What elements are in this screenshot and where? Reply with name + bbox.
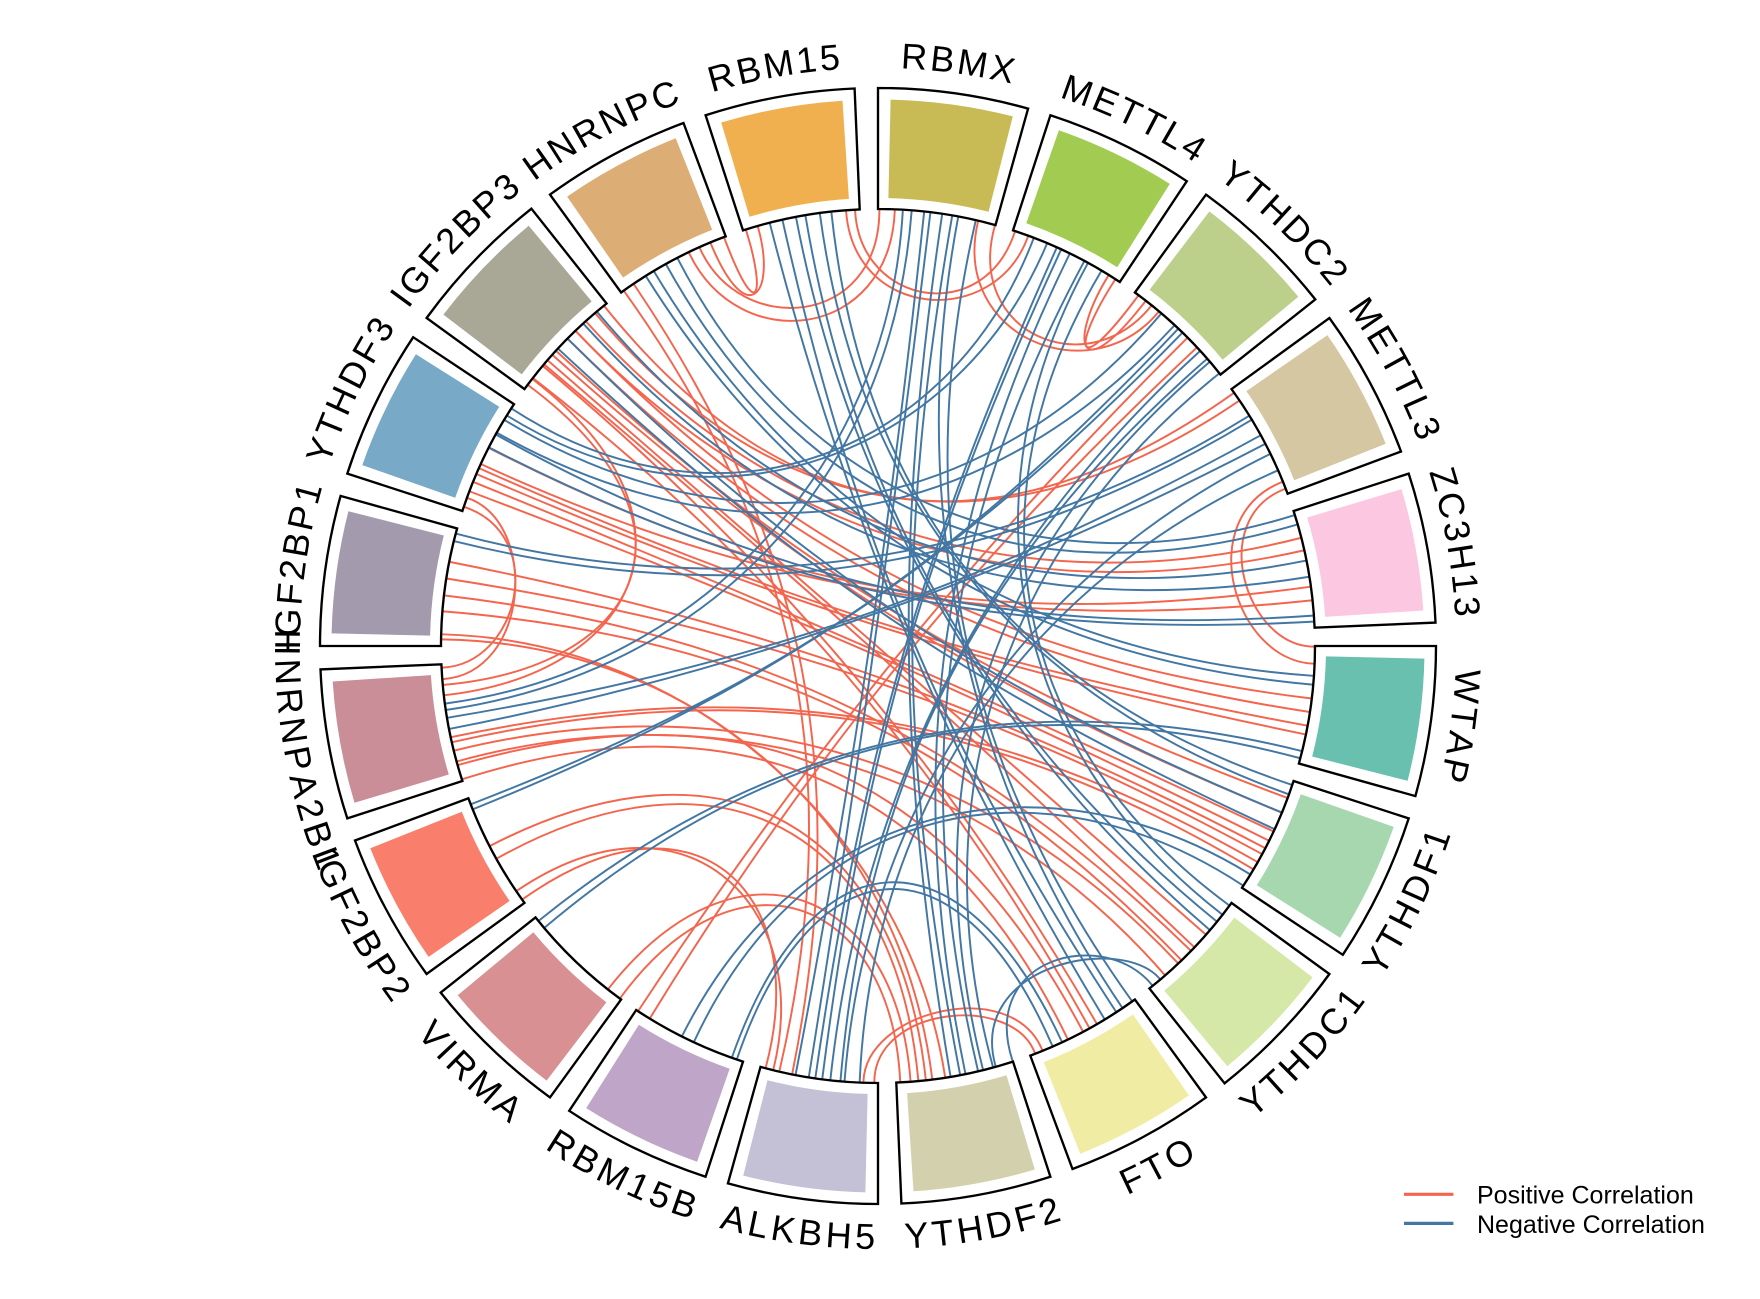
svg-text:1: 1 xyxy=(794,38,819,81)
svg-text:T: T xyxy=(930,1211,956,1254)
svg-text:H: H xyxy=(954,1207,986,1252)
svg-text:Positive Correlation: Positive Correlation xyxy=(1477,1182,1694,1210)
svg-text:F: F xyxy=(268,581,311,606)
svg-text:N: N xyxy=(271,715,315,747)
svg-text:R: R xyxy=(268,686,311,716)
svg-text:W: W xyxy=(1446,668,1489,705)
svg-text:H: H xyxy=(1440,541,1484,573)
svg-text:1: 1 xyxy=(1444,571,1487,595)
svg-text:Y: Y xyxy=(903,1214,930,1256)
svg-text:G: G xyxy=(267,608,309,638)
svg-text:T: T xyxy=(1442,704,1485,731)
svg-text:Negative Correlation: Negative Correlation xyxy=(1477,1211,1705,1239)
svg-text:H: H xyxy=(824,1214,853,1257)
svg-text:B: B xyxy=(928,37,956,80)
svg-text:5: 5 xyxy=(855,1216,876,1257)
svg-text:B: B xyxy=(796,1211,825,1254)
svg-text:M: M xyxy=(955,41,991,86)
svg-text:R: R xyxy=(900,35,928,78)
svg-text:N: N xyxy=(267,658,309,686)
svg-text:I: I xyxy=(267,640,308,650)
svg-text:M: M xyxy=(760,41,796,86)
svg-text:H: H xyxy=(267,629,308,655)
svg-text:3: 3 xyxy=(1446,595,1488,618)
svg-text:5: 5 xyxy=(818,36,841,79)
